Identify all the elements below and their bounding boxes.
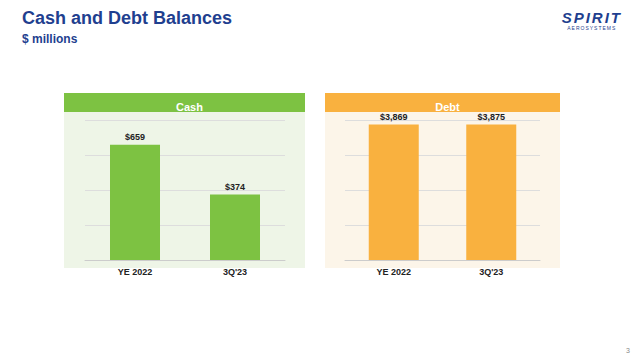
svg-text:Cash: Cash [176,101,203,113]
svg-text:YE 2022: YE 2022 [376,267,411,277]
svg-text:$3,869: $3,869 [380,112,408,122]
svg-text:$659: $659 [125,132,145,142]
html-text:3: 3 [626,347,630,354]
svg-text:$3,875: $3,875 [477,112,505,122]
svg-text:3Q'23: 3Q'23 [479,267,503,277]
svg-text:$374: $374 [225,182,245,192]
html-text:SPIRIT: SPIRIT [561,9,622,26]
html-text:AEROSYSTEMS: AEROSYSTEMS [567,25,617,31]
html-text:$ millions: $ millions [22,32,78,46]
svg-text:YE 2022: YE 2022 [118,267,153,277]
svg-text:3Q'23: 3Q'23 [223,267,247,277]
svg-text:Debt: Debt [435,101,460,113]
html-text:Cash and Debt Balances: Cash and Debt Balances [22,8,233,28]
